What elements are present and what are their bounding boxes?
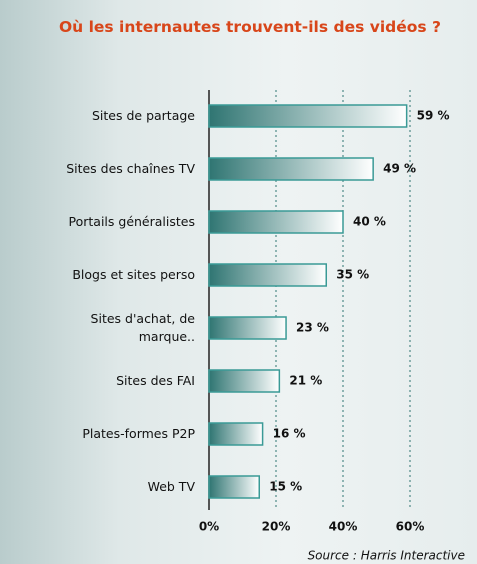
category-label: Sites d'achat, de marque..	[90, 311, 195, 344]
bar	[208, 475, 260, 499]
category-label: Blogs et sites perso	[72, 267, 195, 282]
value-label: 59 %	[417, 109, 450, 123]
value-label: 21 %	[289, 374, 322, 388]
category-label: Web TV	[147, 479, 195, 494]
x-tick-label: 60%	[396, 520, 425, 534]
value-label: 15 %	[269, 480, 302, 494]
bar	[208, 316, 287, 340]
category-label: Plates-formes P2P	[82, 426, 195, 441]
bar	[208, 369, 281, 393]
source: Source : Harris Interactive	[308, 549, 465, 563]
value-label: 49 %	[383, 162, 416, 176]
bar	[208, 422, 264, 446]
value-label: 23 %	[296, 321, 329, 335]
x-tick-label: 40%	[329, 520, 358, 534]
x-tick-label: 20%	[262, 520, 291, 534]
bar	[208, 157, 374, 181]
value-label: 40 %	[353, 215, 386, 229]
x-tick-label: 0%	[199, 520, 219, 534]
category-label: Sites des FAI	[116, 373, 195, 388]
bar	[208, 210, 344, 234]
category-label: Sites de partage	[91, 108, 195, 123]
bar	[208, 104, 408, 128]
value-label: 16 %	[273, 427, 306, 441]
category-label: Portails généralistes	[68, 214, 195, 229]
chart-title: Où les internautes trouvent-ils des vidé…	[58, 18, 442, 36]
category-label: Sites des chaînes TV	[66, 161, 195, 176]
bar	[208, 263, 327, 287]
value-label: 35 %	[336, 268, 369, 282]
